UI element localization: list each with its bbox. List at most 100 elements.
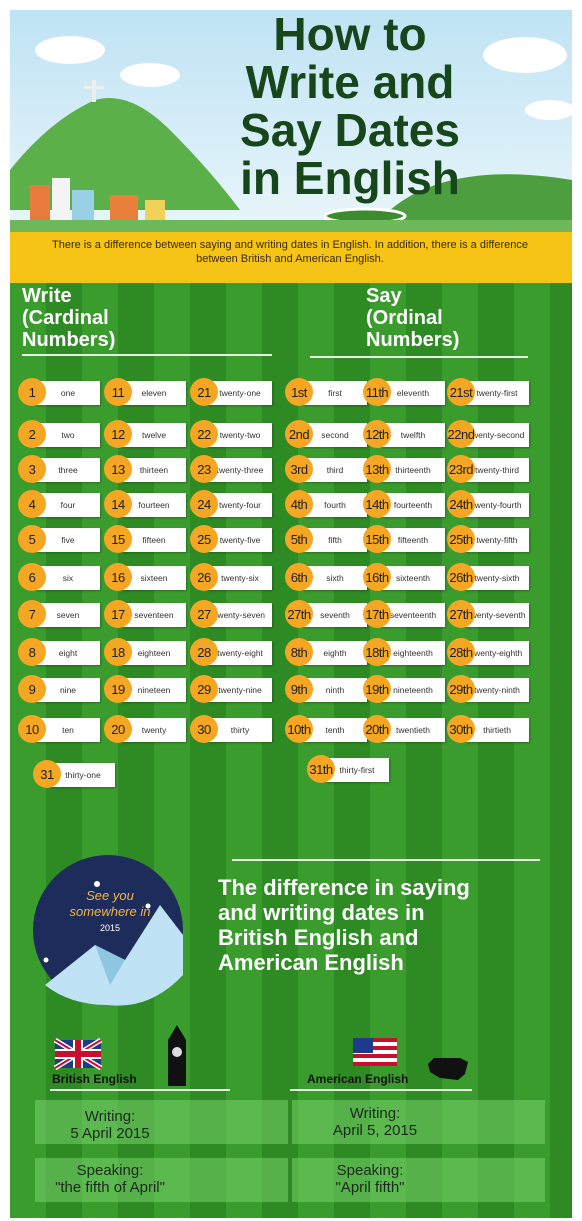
word-box: fifteen (122, 528, 186, 552)
word-box: twenty-seven (208, 603, 272, 627)
number-badge: 8 (18, 638, 46, 666)
word-box: fifteenth (381, 528, 445, 552)
number-badge: 21st (447, 378, 475, 406)
number-badge: 29th (447, 675, 475, 703)
word-box: twenty-five (208, 528, 272, 552)
word-box: five (36, 528, 100, 552)
number-badge: 27th (285, 600, 313, 628)
number-badge: 27th (447, 600, 475, 628)
word-box: twentieth (381, 718, 445, 742)
number-badge: 3rd (285, 455, 313, 483)
word-box: seventh (303, 603, 367, 627)
word-box: twelfth (381, 423, 445, 447)
number-badge: 11 (104, 378, 132, 406)
number-badge: 22nd (447, 420, 475, 448)
word-box: nineteen (122, 678, 186, 702)
word-box: eleven (122, 381, 186, 405)
number-badge: 16th (363, 563, 391, 591)
number-badge: 6 (18, 563, 46, 591)
word-box: fourteen (122, 493, 186, 517)
heading-line: American English (218, 950, 404, 975)
heading-line: Write (22, 285, 72, 307)
word-box: twenty-sixth (465, 566, 529, 590)
british-speaking: Speaking: "the fifth of April" (0, 1162, 235, 1196)
heading-line: Numbers) (366, 329, 460, 351)
number-badge: 15 (104, 525, 132, 553)
heading-line: (Ordinal (366, 307, 443, 329)
label: Writing: (84, 1108, 136, 1125)
word-box: two (36, 423, 100, 447)
number-badge: 4th (285, 490, 313, 518)
word-box: eighteenth (381, 641, 445, 665)
ordinal-heading: Say (Ordinal Numbers) (366, 285, 459, 351)
word-box: first (303, 381, 367, 405)
number-badge: 13 (104, 455, 132, 483)
heading-line: British English and (218, 925, 419, 950)
number-badge: 12 (104, 420, 132, 448)
number-badge: 31th (307, 755, 335, 783)
number-badge: 18th (363, 638, 391, 666)
heading-line: Say (366, 285, 402, 307)
number-badge: 10th (285, 715, 313, 743)
panel (35, 1158, 288, 1202)
american-writing: Writing: April 5, 2015 (250, 1105, 500, 1139)
word-box: twenty-third (465, 458, 529, 482)
word-box: twenty-first (465, 381, 529, 405)
title: How to Write and Say Dates in English (200, 10, 500, 202)
number-badge: 25th (447, 525, 475, 553)
panel (35, 1100, 288, 1144)
word-box: fourth (303, 493, 367, 517)
word-box: seventeenth (381, 603, 445, 627)
british-writing: Writing: 5 April 2015 (0, 1108, 235, 1142)
word-box: seventeen (122, 603, 186, 627)
word-box: twenty-fourth (465, 493, 529, 517)
number-badge: 29 (190, 675, 218, 703)
number-badge: 3 (18, 455, 46, 483)
title-line: in English (240, 152, 460, 204)
number-badge: 1 (18, 378, 46, 406)
word-box: twenty-four (208, 493, 272, 517)
number-badge: 24th (447, 490, 475, 518)
number-badge: 9 (18, 675, 46, 703)
word-box: fourteenth (381, 493, 445, 517)
word-box: nine (36, 678, 100, 702)
american-label: American English (307, 1072, 409, 1086)
word-box: one (36, 381, 100, 405)
word-box: four (36, 493, 100, 517)
word-box: three (36, 458, 100, 482)
difference-heading: The difference in saying and writing date… (218, 875, 470, 975)
label: Writing: (349, 1105, 401, 1122)
badge-line: See you (86, 888, 134, 903)
number-badge: 14 (104, 490, 132, 518)
big-ben (168, 1025, 186, 1086)
word-box: twenty-seventh (465, 603, 529, 627)
word-box: second (303, 423, 367, 447)
number-badge: 12th (363, 420, 391, 448)
intro: There is a difference between saying and… (52, 239, 528, 265)
word-box: thirteenth (381, 458, 445, 482)
number-badge: 5th (285, 525, 313, 553)
number-badge: 30 (190, 715, 218, 743)
number-badge: 17 (104, 600, 132, 628)
word-box: thirty (208, 718, 272, 742)
title-line: Say Dates (240, 104, 460, 156)
number-badge: 1st (285, 378, 313, 406)
word-box: twelve (122, 423, 186, 447)
heading-line: and writing dates in (218, 900, 425, 925)
word-box: thirty-one (51, 763, 115, 787)
number-badge: 2 (18, 420, 46, 448)
word-box: twenty-ninth (465, 678, 529, 702)
number-badge: 16 (104, 563, 132, 591)
number-badge: 17th (363, 600, 391, 628)
number-badge: 14th (363, 490, 391, 518)
word-box: sixth (303, 566, 367, 590)
word-box: third (303, 458, 367, 482)
heading-line: Numbers) (22, 329, 116, 351)
number-badge: 24 (190, 490, 218, 518)
heading-line: The difference in saying (218, 875, 470, 900)
label: Speaking: (336, 1162, 404, 1179)
word-box: nineteenth (381, 678, 445, 702)
number-badge: 5 (18, 525, 46, 553)
